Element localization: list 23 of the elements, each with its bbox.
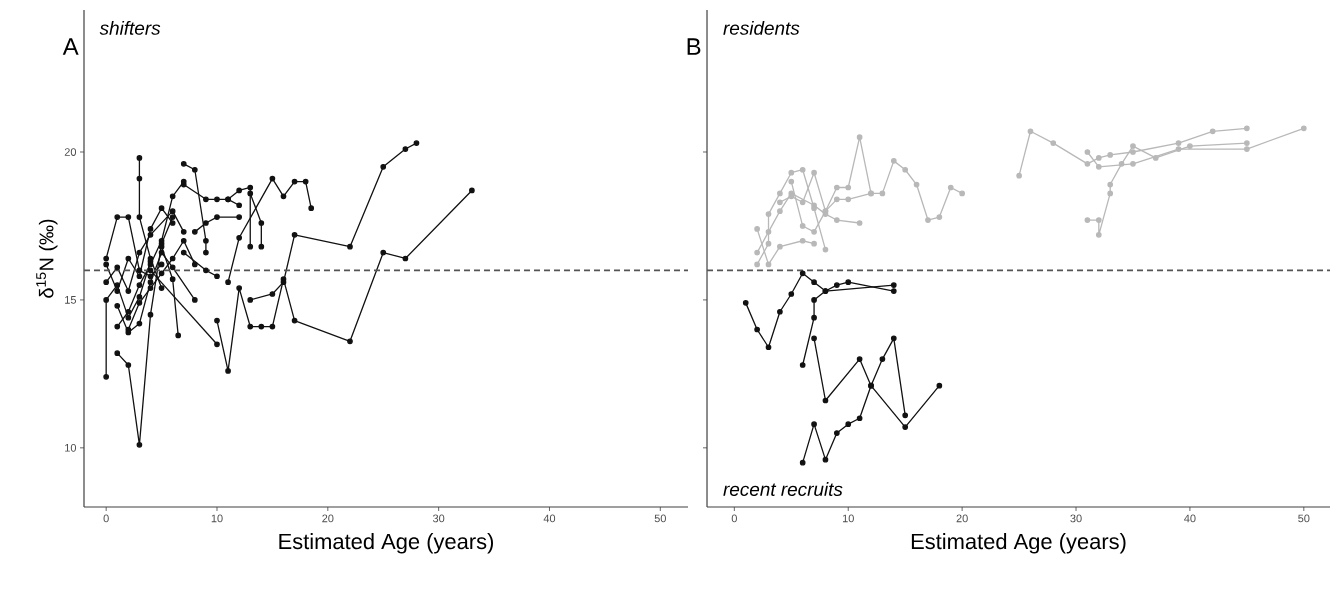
chart-subtitle: residents — [723, 20, 800, 35]
x-tick-label: 10 — [211, 514, 223, 523]
y-axis-title: δ$^{15}$N (‰) — [36, 219, 58, 298]
x-tick-label: 30 — [432, 514, 445, 523]
x-tick-label: 40 — [543, 514, 556, 523]
y-tick-label: 15 — [65, 296, 77, 304]
y-tick-label: 20 — [64, 148, 77, 156]
x-tick-label: 20 — [322, 514, 334, 523]
x-tick-label: 50 — [1298, 514, 1310, 523]
x-tick-label: 30 — [1070, 514, 1082, 523]
x-tick-label: 0 — [103, 514, 109, 523]
text: B — [687, 38, 701, 55]
x-tick-label: 10 — [842, 514, 854, 523]
annotation: recent recruits — [723, 482, 843, 497]
x-tick-label: 50 — [654, 514, 666, 523]
x-axis-title: Estimated Age (years) — [279, 533, 494, 554]
chart-subtitle: shifters — [99, 20, 161, 35]
x-tick-label: 40 — [1184, 514, 1196, 523]
y-tick-label: 10 — [65, 443, 77, 452]
x-tick-label: 0 — [731, 514, 737, 523]
x-tick-label: 20 — [956, 514, 968, 523]
text: A — [62, 38, 79, 55]
x-axis-title: Estimated Age (years) — [911, 533, 1126, 554]
